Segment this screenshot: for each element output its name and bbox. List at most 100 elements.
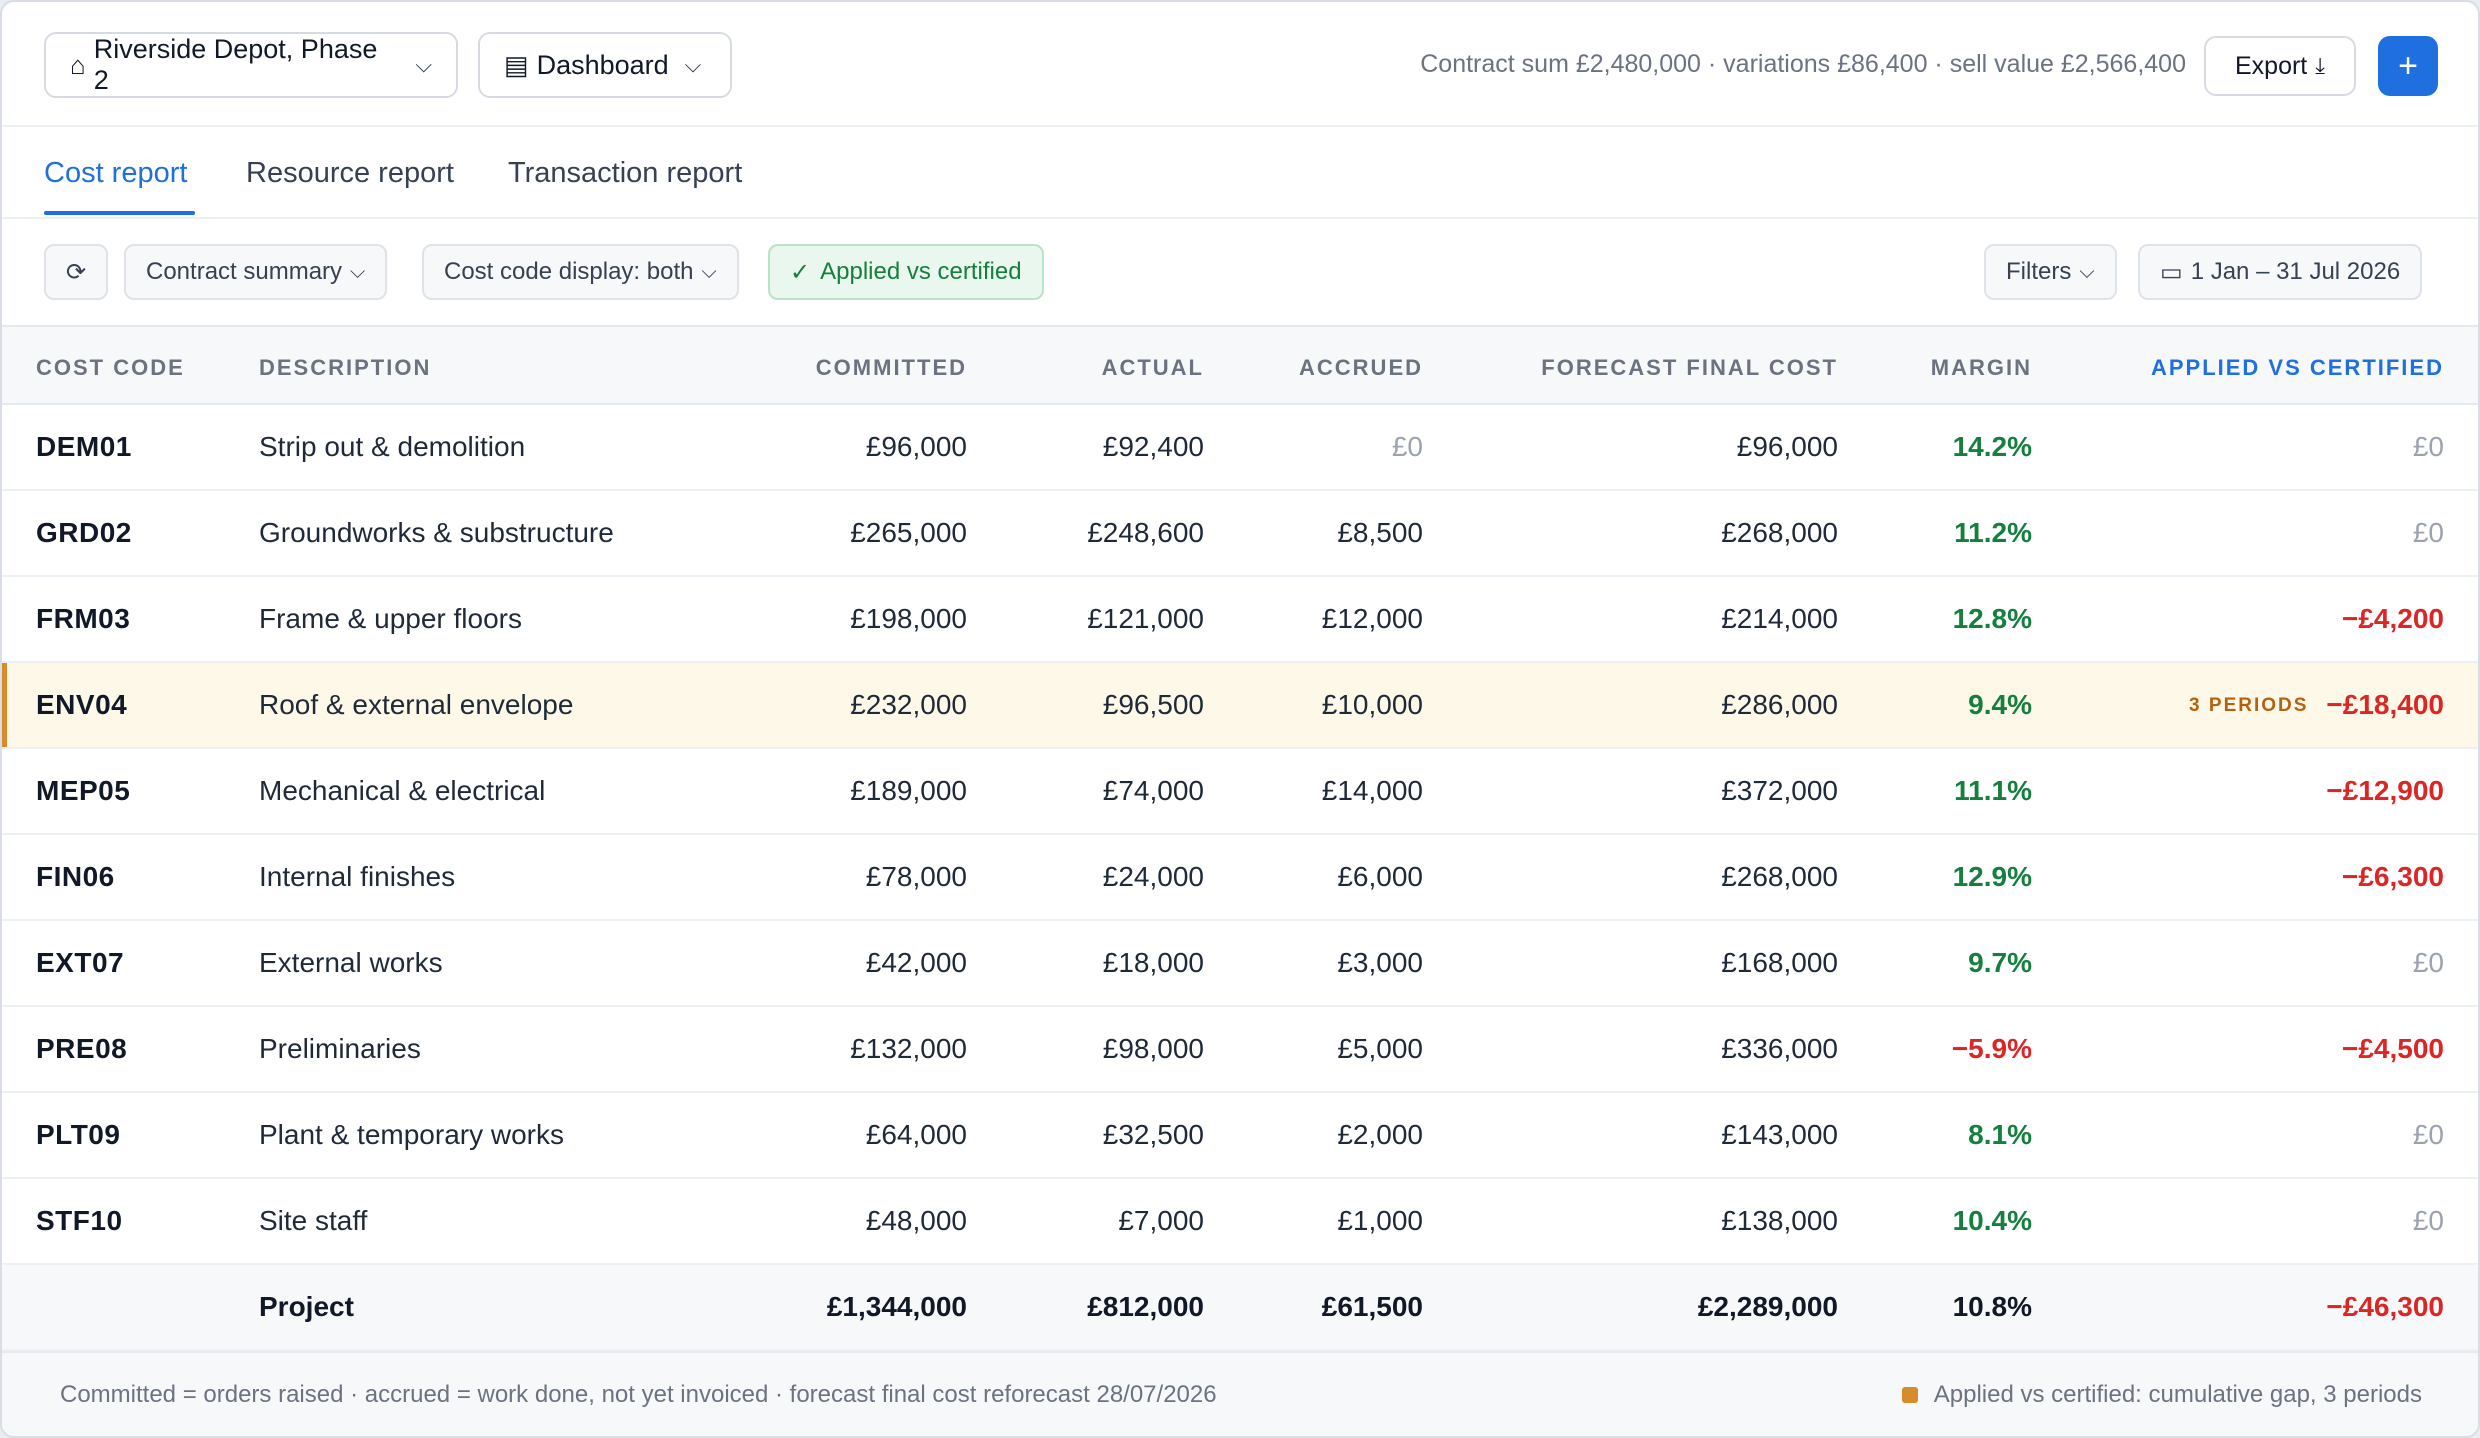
cell-forecast: £96,000: [1736, 431, 1838, 462]
cell-description: External works: [259, 947, 443, 978]
footer-note: Committed = orders raised · accrued = wo…: [60, 1381, 1217, 1408]
cell-forecast: £138,000: [1721, 1205, 1838, 1236]
filters-dropdown[interactable]: Filters ⌵: [1984, 244, 2117, 300]
total-applied-vs-certified: −£46,300: [2326, 1291, 2444, 1322]
chevron-down-icon: ⌵: [350, 260, 366, 283]
cell-margin: 14.2%: [1952, 431, 2032, 462]
cell-forecast: £268,000: [1721, 861, 1838, 892]
cell-forecast: £372,000: [1721, 775, 1838, 806]
applied-vs-certified-toggle[interactable]: ✓ Applied vs certified: [768, 244, 1044, 300]
cell-applied-vs-certified: £0: [2413, 947, 2444, 979]
contract-summary-text: Contract sum £2,480,000 · variations £86…: [1420, 50, 2186, 78]
cell-forecast: £286,000: [1721, 689, 1838, 720]
dashboard-icon: ▤: [504, 49, 529, 80]
filters-label: Filters: [2006, 258, 2072, 285]
cell-actual: £92,400: [1102, 431, 1204, 462]
chevron-down-icon: ⌵: [415, 52, 432, 77]
applied-value: −£4,500: [2342, 1033, 2444, 1064]
cost-code-display-label: Cost code display: both: [444, 258, 694, 285]
column-header-actual[interactable]: ACTUAL: [1101, 355, 1204, 380]
export-button[interactable]: Export ⤓: [2204, 36, 2356, 96]
tab-cost-report[interactable]: Cost report: [44, 157, 188, 189]
applied-value: −£6,300: [2342, 861, 2444, 892]
table-row[interactable]: STF10 Site staff £48,000 £7,000 £1,000 £138,0…: [2, 1179, 2478, 1265]
column-header-cost-code[interactable]: COST CODE: [36, 355, 185, 380]
date-range-picker[interactable]: ▭ 1 Jan – 31 Jul 2026: [2138, 244, 2423, 300]
cell-cost-code: EXT07: [36, 947, 125, 978]
cell-forecast: £336,000: [1721, 1033, 1838, 1064]
cell-margin: 10.4%: [1952, 1205, 2032, 1236]
chevron-down-icon: ⌵: [701, 260, 717, 283]
date-range-label: 1 Jan – 31 Jul 2026: [2190, 258, 2401, 285]
column-header-committed[interactable]: COMMITTED: [815, 355, 967, 380]
cell-margin: 11.1%: [1954, 775, 2032, 806]
table-row[interactable]: GRD02 Groundworks & substructure £265,000 £…: [2, 491, 2478, 577]
total-actual: £812,000: [1087, 1291, 1204, 1322]
cell-applied-vs-certified: £0: [2413, 1119, 2444, 1151]
cell-accrued: £0: [1391, 431, 1423, 462]
cell-margin: 12.8%: [1952, 603, 2032, 634]
cell-cost-code: DEM01: [36, 431, 132, 462]
add-button[interactable]: +: [2378, 36, 2438, 96]
table-row[interactable]: MEP05 Mechanical & electrical £189,000 £74,…: [2, 749, 2478, 835]
cell-description: Mechanical & electrical: [259, 775, 546, 806]
table-row[interactable]: PRE08 Preliminaries £132,000 £98,000 £5,000 £…: [2, 1007, 2478, 1093]
column-header-description[interactable]: DESCRIPTION: [259, 355, 432, 380]
report-toolbar: ⟳ Contract summary ⌵ Cost code display: …: [2, 219, 2478, 327]
cell-margin: −5.9%: [1951, 1033, 2032, 1064]
cost-code-display-dropdown[interactable]: Cost code display: both ⌵: [422, 244, 739, 300]
cell-actual: £248,600: [1087, 517, 1204, 548]
cell-committed: £232,000: [850, 689, 967, 720]
column-header-applied-vs-certified[interactable]: APPLIED VS CERTIFIED: [2150, 355, 2444, 380]
cell-actual: £32,500: [1102, 1119, 1204, 1150]
refresh-icon: ⟳: [65, 258, 87, 286]
cell-cost-code: GRD02: [36, 517, 132, 548]
tab-resource-report[interactable]: Resource report: [246, 157, 454, 189]
plus-icon: +: [2398, 46, 2418, 85]
project-selector[interactable]: ⌂ Riverside Depot, Phase 2 ⌵: [44, 32, 458, 98]
cell-accrued: £5,000: [1337, 1033, 1423, 1064]
cell-accrued: £12,000: [1321, 603, 1423, 634]
total-margin: 10.8%: [1952, 1291, 2032, 1322]
cell-cost-code: FRM03: [36, 603, 131, 634]
table-row[interactable]: FRM03 Frame & upper floors £198,000 £121,00…: [2, 577, 2478, 663]
applied-value: −£4,200: [2342, 603, 2444, 634]
table-row[interactable]: EXT07 External works £42,000 £18,000 £3,000 £…: [2, 921, 2478, 1007]
cell-applied-vs-certified: −£4,200: [2342, 603, 2444, 635]
table-row[interactable]: PLT09 Plant & temporary works £64,000 £32,5…: [2, 1093, 2478, 1179]
table-row[interactable]: FIN06 Internal finishes £78,000 £24,000 £6,0…: [2, 835, 2478, 921]
total-label: Project: [259, 1291, 354, 1322]
legend: Applied vs certified: cumulative gap, 3 …: [1901, 1381, 2422, 1409]
cell-committed: £96,000: [865, 431, 967, 462]
legend-label: Applied vs certified: cumulative gap, 3 …: [1933, 1381, 2422, 1408]
contract-summary-label: Contract summary: [146, 258, 343, 285]
project-name: Riverside Depot, Phase 2: [93, 34, 378, 95]
applied-value: £0: [2412, 517, 2444, 548]
cell-applied-vs-certified: −£6,300: [2342, 861, 2444, 893]
contract-summary-dropdown[interactable]: Contract summary ⌵: [124, 244, 388, 300]
cell-description: Groundworks & substructure: [259, 517, 614, 548]
periods-badge: 3 PERIODS: [2189, 695, 2309, 716]
table-row[interactable]: DEM01 Strip out & demolition £96,000 £92,40…: [2, 405, 2478, 491]
view-selector[interactable]: ▤ Dashboard ⌵: [478, 32, 732, 98]
cell-accrued: £10,000: [1321, 689, 1423, 720]
cell-applied-vs-certified: 3 PERIODS −£18,400: [2189, 689, 2444, 721]
cell-committed: £78,000: [865, 861, 967, 892]
tab-transaction-report[interactable]: Transaction report: [508, 157, 743, 189]
applied-value: £0: [2412, 431, 2444, 462]
column-header-accrued[interactable]: ACCRUED: [1299, 355, 1423, 380]
cell-applied-vs-certified: −£4,500: [2342, 1033, 2444, 1065]
table-header: COST CODE DESCRIPTION COMMITTED ACTUAL A…: [2, 327, 2478, 405]
cell-margin: 9.7%: [1968, 947, 2032, 978]
cell-cost-code: ENV04: [36, 689, 128, 720]
check-icon: ✓: [790, 258, 811, 286]
column-header-margin[interactable]: MARGIN: [1930, 355, 2032, 380]
total-accrued: £61,500: [1321, 1291, 1423, 1322]
calendar-icon: ▭: [2160, 258, 2183, 286]
applied-value: −£18,400: [2326, 689, 2444, 720]
table-row[interactable]: ENV04 Roof & external envelope £232,000 £96…: [2, 663, 2478, 749]
cell-actual: £96,500: [1102, 689, 1204, 720]
cell-accrued: £2,000: [1337, 1119, 1423, 1150]
column-header-forecast[interactable]: FORECAST FINAL COST: [1541, 355, 1838, 380]
refresh-button[interactable]: ⟳: [44, 244, 108, 300]
